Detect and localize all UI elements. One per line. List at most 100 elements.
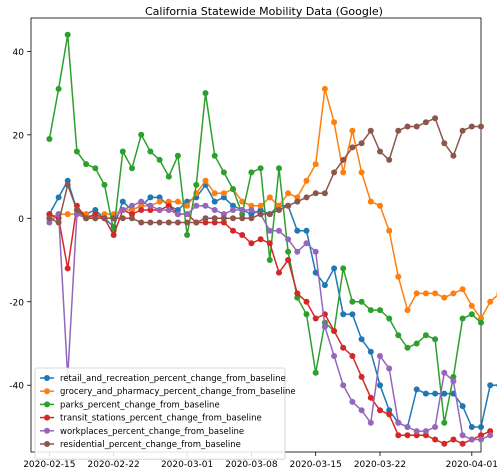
data-point — [174, 211, 181, 218]
x-tick-label: 2020-03-08 — [225, 460, 278, 470]
data-point — [230, 227, 236, 234]
data-point — [386, 411, 393, 418]
data-point — [257, 236, 264, 243]
data-point — [266, 194, 273, 201]
data-point — [358, 298, 365, 305]
series-workplaces-percent-change-from-baseline — [46, 198, 494, 443]
y-tick-label: 40 — [13, 48, 25, 58]
data-point — [110, 215, 117, 222]
data-point — [367, 394, 374, 401]
data-point — [386, 407, 393, 414]
data-point — [239, 211, 246, 218]
data-point — [220, 194, 227, 201]
data-point — [64, 211, 71, 218]
data-point — [220, 215, 227, 222]
data-point — [202, 90, 209, 97]
data-point — [321, 282, 328, 289]
data-point — [294, 248, 301, 255]
data-point — [101, 211, 108, 218]
data-point — [386, 227, 393, 234]
data-point — [450, 152, 457, 159]
legend-swatch-marker — [44, 414, 50, 421]
data-point — [331, 119, 338, 126]
data-point — [377, 307, 383, 314]
data-point — [294, 227, 301, 234]
data-point — [119, 215, 126, 222]
data-point — [239, 232, 246, 238]
data-point — [432, 290, 439, 297]
data-point — [367, 419, 374, 426]
data-point — [92, 207, 99, 213]
data-point — [487, 432, 494, 439]
data-point — [73, 148, 80, 155]
data-point — [129, 215, 135, 222]
y-tick-label: 20 — [13, 131, 25, 141]
data-point — [147, 207, 154, 213]
data-point — [422, 390, 429, 397]
data-point — [165, 202, 172, 209]
data-point — [276, 227, 282, 234]
data-point — [312, 269, 319, 276]
data-point — [386, 315, 393, 322]
data-point — [377, 148, 383, 155]
data-point — [377, 382, 383, 389]
data-point — [413, 123, 420, 130]
data-point — [138, 131, 145, 138]
y-tick-label: -40 — [9, 382, 24, 392]
data-point — [184, 232, 191, 238]
data-point — [248, 202, 255, 209]
x-tick-label: 2020-03-15 — [290, 460, 342, 470]
data-point — [459, 403, 466, 410]
data-point — [303, 298, 310, 305]
data-point — [156, 219, 163, 226]
data-point — [248, 215, 255, 222]
data-point — [349, 127, 356, 134]
series-lines — [46, 31, 497, 447]
data-point — [450, 436, 457, 443]
data-point — [110, 232, 117, 238]
legend-swatch-marker — [44, 427, 50, 434]
data-point — [248, 207, 255, 213]
legend-swatch-marker — [44, 401, 50, 408]
legend-swatch-marker — [44, 375, 50, 381]
data-point — [377, 202, 383, 209]
data-point — [129, 211, 135, 218]
data-point — [312, 315, 319, 322]
data-point — [46, 219, 53, 226]
data-point — [202, 202, 209, 209]
x-tick-label: 2020-03-22 — [354, 460, 406, 470]
data-point — [276, 207, 282, 213]
data-point — [73, 211, 80, 218]
data-point — [367, 348, 374, 355]
data-point — [468, 436, 475, 443]
data-point — [413, 386, 420, 393]
data-point — [331, 328, 338, 334]
data-point — [257, 165, 264, 172]
data-point — [174, 198, 181, 205]
data-point — [211, 215, 218, 222]
data-point — [184, 211, 191, 218]
data-point — [312, 161, 319, 168]
data-point — [468, 123, 475, 130]
data-point — [101, 181, 108, 188]
data-point — [422, 119, 429, 126]
data-point — [119, 198, 126, 205]
legend-box — [34, 367, 286, 460]
legend-swatch-marker — [44, 441, 50, 447]
x-tick-label: 2020-02-15 — [23, 460, 75, 470]
data-point — [395, 419, 402, 426]
data-point — [450, 290, 457, 297]
data-point — [377, 353, 383, 359]
data-point — [239, 215, 246, 222]
data-point — [303, 240, 310, 247]
data-point — [165, 198, 172, 205]
data-point — [349, 398, 356, 405]
data-point — [46, 215, 53, 222]
data-point — [459, 440, 466, 447]
legend-entry-label: grocery_and_pharmacy_percent_change_from… — [60, 387, 296, 397]
data-point — [413, 340, 420, 347]
data-point — [174, 152, 181, 159]
data-point — [358, 336, 365, 343]
data-point — [165, 173, 172, 180]
